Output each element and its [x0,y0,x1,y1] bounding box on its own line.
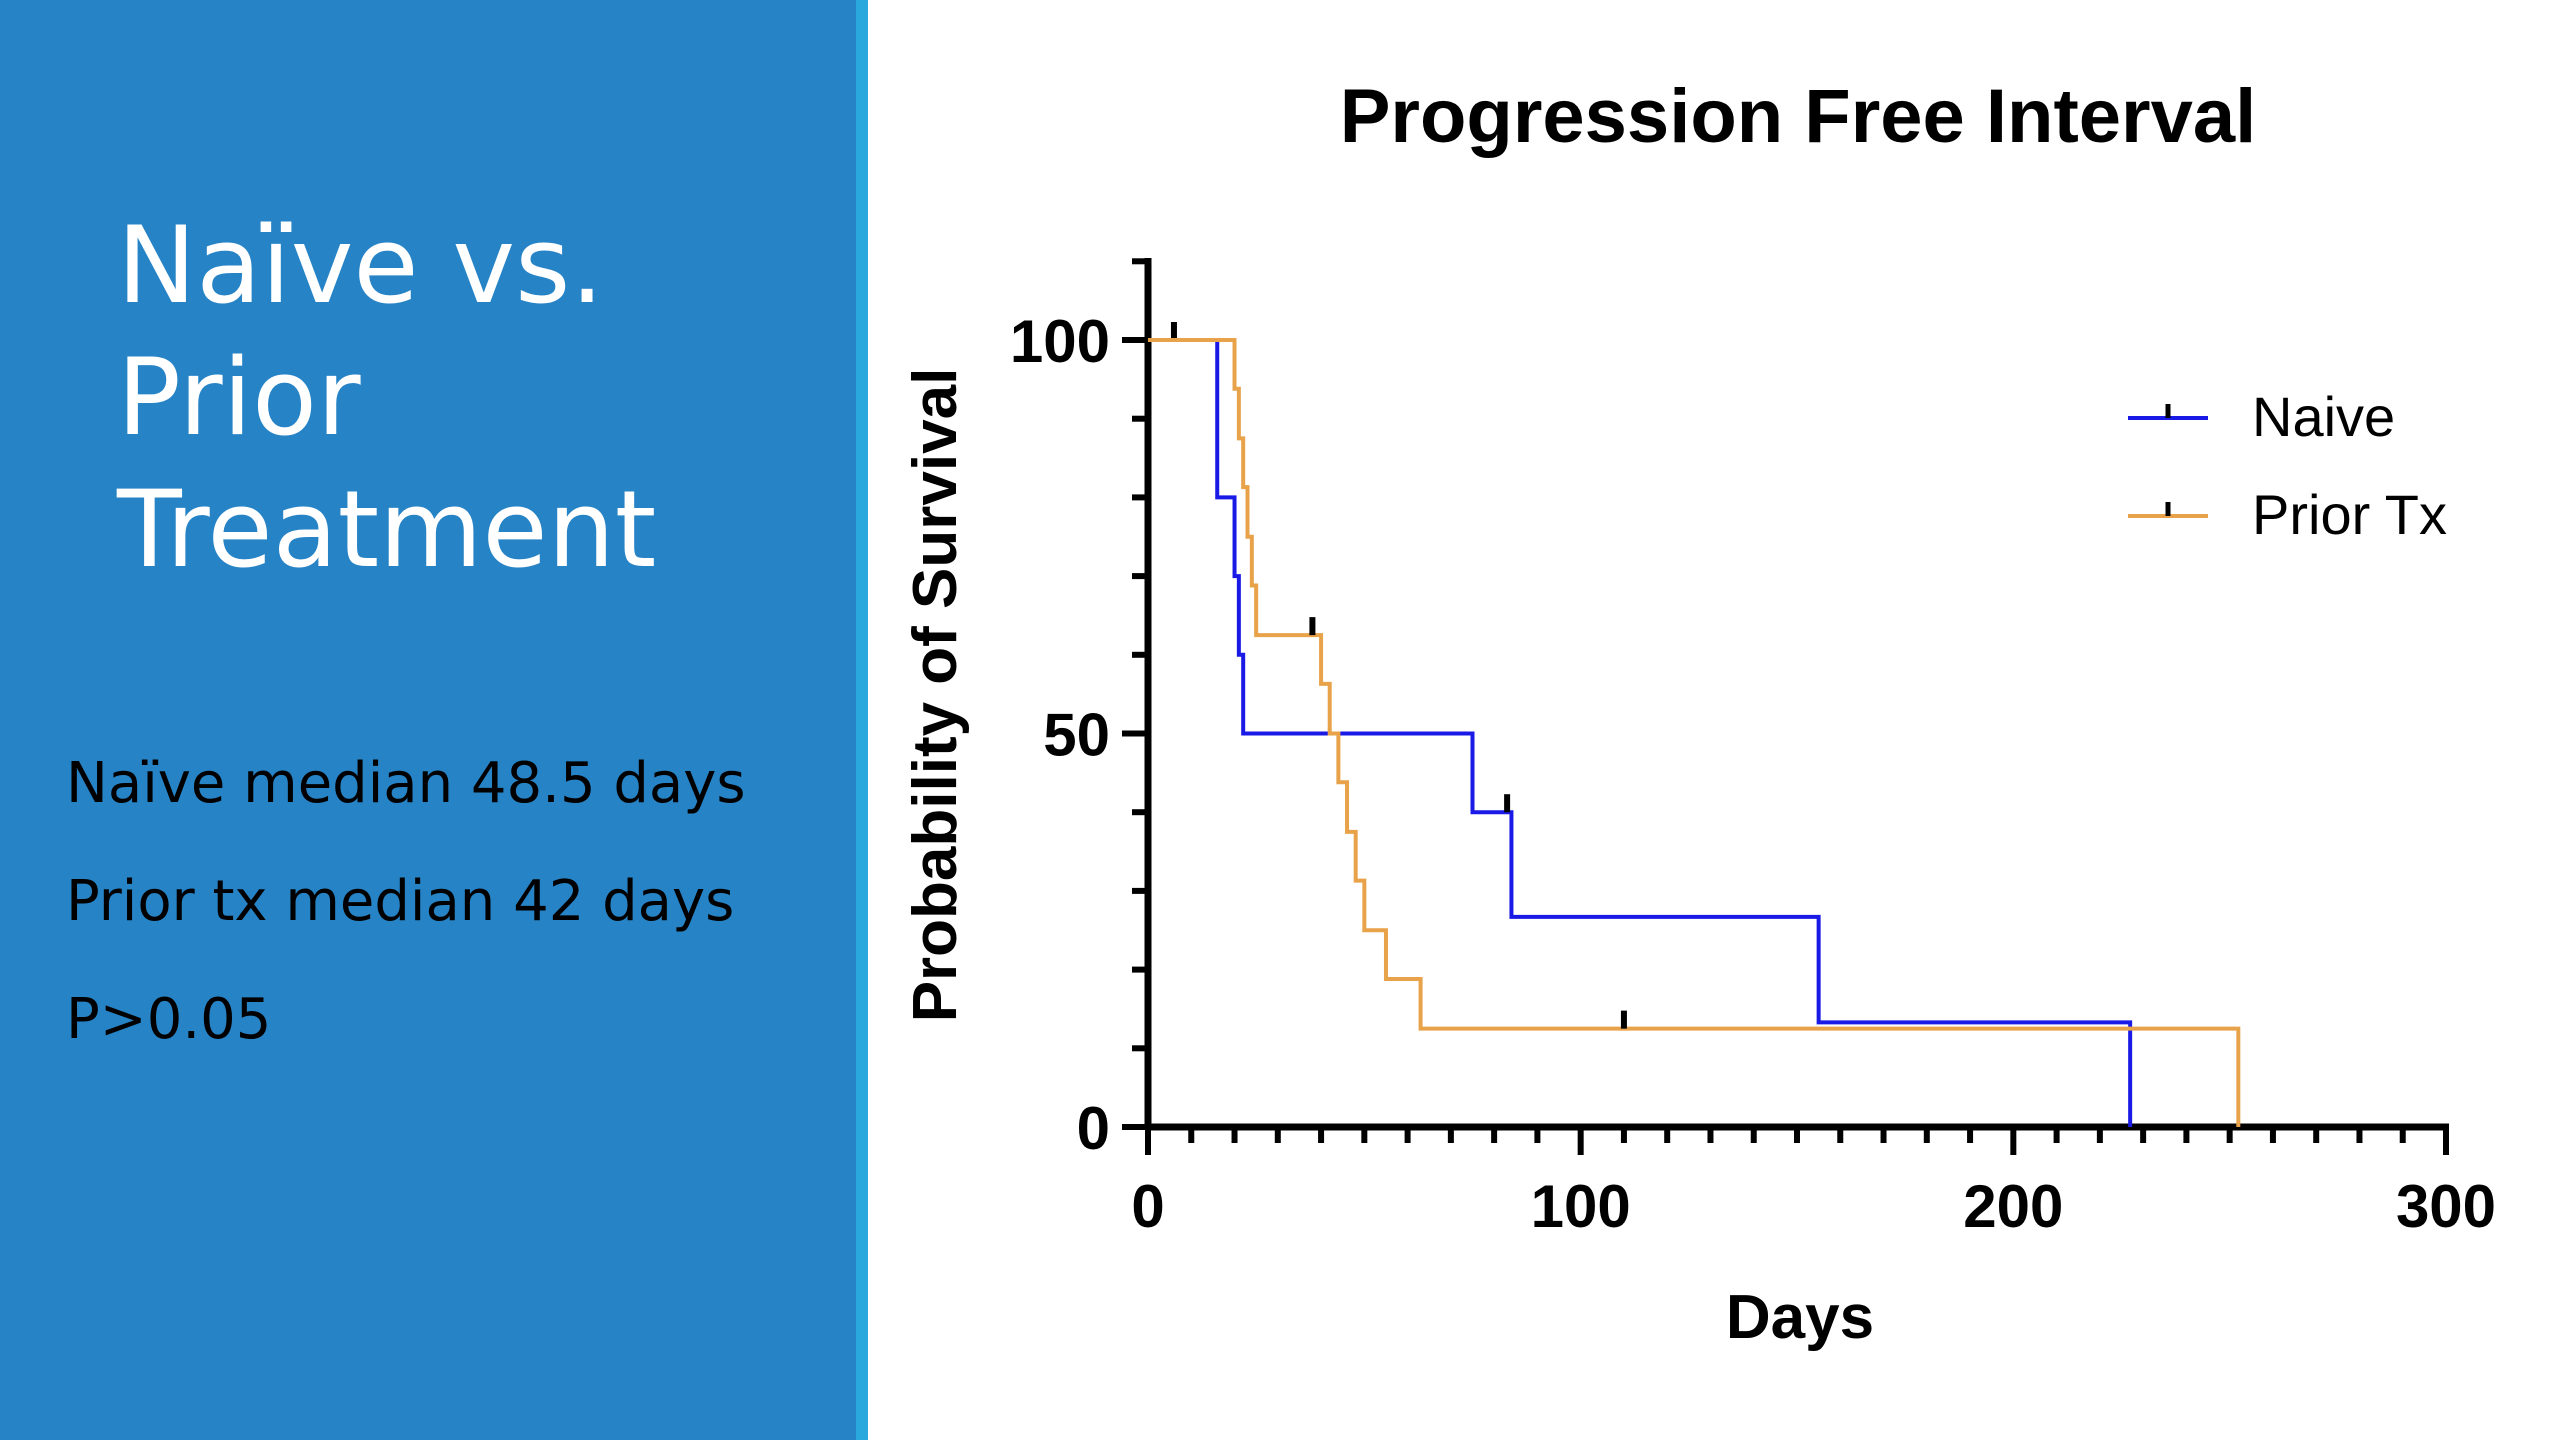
slide-title-line: Treatment [117,468,657,591]
stat-naive-median: Naïve median 48.5 days [66,751,746,816]
y-axis-label: Probability of Survival [901,368,970,1023]
y-tick-label: 100 [1010,308,1110,375]
legend-label: Prior Tx [2252,483,2447,546]
legend-label: Naive [2252,385,2395,448]
left-panel [0,0,856,1440]
x-tick-label: 0 [1131,1173,1164,1240]
x-tick-label: 100 [1531,1173,1631,1240]
x-axis-label: Days [1726,1283,1874,1352]
y-tick-label: 0 [1077,1095,1110,1162]
left-accent-bar [856,0,868,1440]
x-tick-label: 200 [1963,1173,2063,1240]
chart-title: Progression Free Interval [1340,74,2257,159]
slide-title-line: Prior [117,336,361,459]
slide-title-line: Naïve vs. [117,204,604,327]
legend: Naive Prior Tx [2128,385,2447,546]
slide-title: Naïve vs. Prior Treatment [117,200,817,596]
series-line-prior-tx [1148,338,2241,1127]
survival-chart: Progression Free Interval Probability of… [901,74,2496,1352]
x-tick-label: 300 [2396,1173,2496,1240]
series-line-naive [1148,338,2133,1127]
plot-area: 0 50 100 0 100 200 300 [1010,258,2496,1240]
stat-prior-median: Prior tx median 42 days [66,869,735,934]
stats-list: Naïve median 48.5 days Prior tx median 4… [66,742,746,1096]
stat-p-value: P>0.05 [66,987,272,1052]
y-tick-label: 50 [1043,702,1110,769]
